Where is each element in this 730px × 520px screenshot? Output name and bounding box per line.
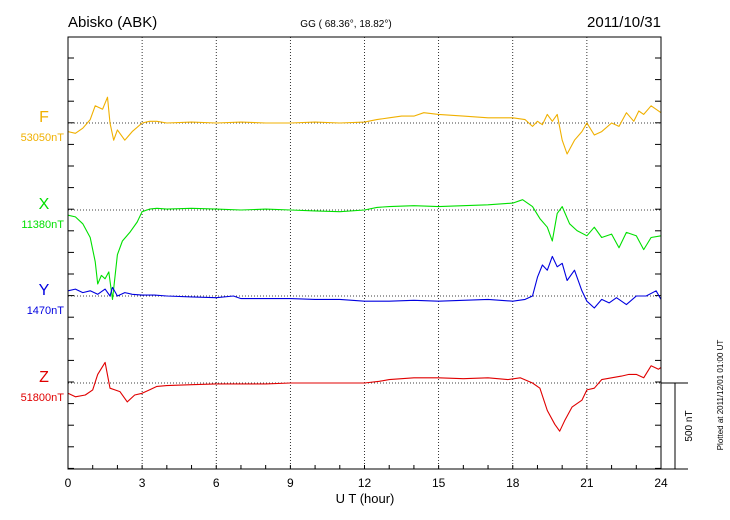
x-tick-label: 21 xyxy=(580,476,594,490)
x-tick-label: 3 xyxy=(139,476,146,490)
plot-frame xyxy=(67,36,662,470)
component-letter-x: X xyxy=(39,196,50,213)
trace-x xyxy=(67,199,662,300)
component-letter-f: F xyxy=(39,109,49,126)
component-letter-y: Y xyxy=(39,282,50,299)
x-tick-label: 12 xyxy=(358,476,372,490)
component-labels: F 53050nT X 11380nT Y 1470nT Z 51800nT xyxy=(21,109,65,404)
x-tick-label: 18 xyxy=(506,476,520,490)
baseline-label-x: 11380nT xyxy=(21,219,64,231)
x-axis-label: U T (hour) xyxy=(336,491,395,506)
station-title: Abisko (ABK) xyxy=(68,14,157,31)
x-tick-label: 9 xyxy=(287,476,294,490)
baseline-label-y: 1470nT xyxy=(27,305,65,317)
scale-bar-label: 500 nT xyxy=(684,410,695,441)
scale-bar: 500 nT xyxy=(661,382,695,470)
trace-z xyxy=(67,361,662,432)
chart-date: 2011/10/31 xyxy=(587,14,661,31)
x-axis-ticks: 0 3 6 9 12 15 18 21 24 xyxy=(65,476,668,490)
trace-f xyxy=(67,96,662,155)
x-tick-label: 6 xyxy=(213,476,220,490)
baseline-label-z: 51800nT xyxy=(21,392,65,404)
x-tick-label: 15 xyxy=(432,476,446,490)
component-letter-z: Z xyxy=(39,369,49,386)
baseline-label-f: 53050nT xyxy=(21,132,65,144)
station-coords: GG ( 68.36°, 18.82°) xyxy=(300,19,391,30)
x-tick-label: 0 xyxy=(65,476,72,490)
component-traces xyxy=(67,96,662,432)
grid-lines xyxy=(68,37,661,469)
x-tick-label: 24 xyxy=(654,476,668,490)
plotted-timestamp: Plotted at 2011/12/01 01:00 UT xyxy=(716,340,725,451)
trace-y xyxy=(67,255,662,309)
